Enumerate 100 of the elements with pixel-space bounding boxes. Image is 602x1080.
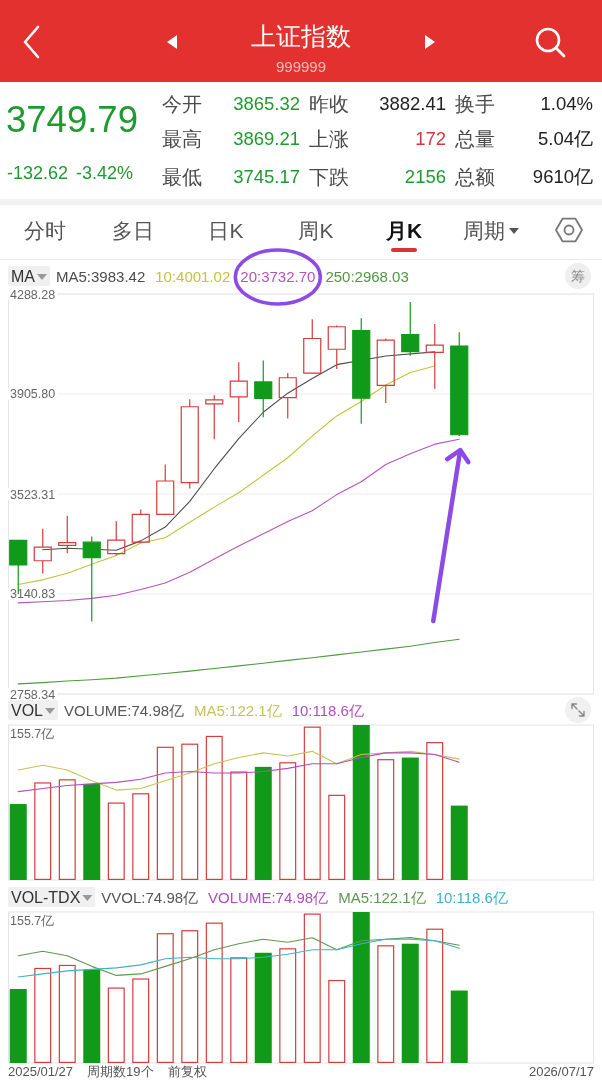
text: 3865.32 (233, 93, 300, 114)
bar (9, 989, 27, 1063)
text: 10:118.6亿 (435, 888, 508, 906)
bar (401, 943, 419, 1063)
text: 2026/07/17 (528, 1064, 594, 1079)
bar (181, 930, 199, 1063)
text: 日K (208, 219, 244, 242)
bar (328, 794, 346, 880)
text: 月K (384, 219, 423, 242)
candlestick (352, 317, 371, 425)
bar (58, 779, 76, 880)
candlestick (376, 337, 395, 404)
text: 总额 (454, 166, 495, 188)
bar (254, 766, 272, 880)
bar (450, 805, 468, 880)
bar (426, 928, 444, 1063)
text: 周期数19个 (87, 1064, 154, 1079)
candlestick (229, 361, 248, 423)
candlestick (33, 528, 52, 575)
text: MA5:122.1亿 (194, 701, 282, 719)
text: 2025/01/27 (8, 1064, 74, 1079)
text: 下跌 (309, 166, 349, 188)
legend-title: MA (11, 268, 36, 285)
text: 3745.17 (233, 166, 300, 187)
text: 换手 (455, 93, 495, 115)
legend-title: VOL (11, 702, 44, 719)
y-tick-label: 3523.31 (10, 487, 56, 502)
annotation: 155.7亿 (10, 914, 55, 928)
bar (9, 804, 27, 880)
text: 筹 (571, 268, 585, 284)
text: VOLUME:74.98亿 (64, 701, 185, 719)
text: 999999 (275, 58, 327, 75)
candlestick (303, 318, 322, 375)
bar (132, 793, 150, 880)
bar (34, 782, 52, 880)
bar (230, 957, 248, 1063)
text: 最低 (162, 166, 202, 188)
text: 3882.41 (379, 93, 446, 114)
text: 10:4001.02 (155, 267, 231, 285)
bar (83, 783, 101, 880)
text: 2156 (404, 166, 446, 187)
text: MA5:122.1亿 (338, 888, 426, 906)
bar (107, 987, 125, 1063)
candlestick (107, 520, 126, 556)
bar (279, 762, 297, 880)
bar (279, 948, 297, 1063)
text: 172 (415, 128, 446, 149)
text: 最高 (162, 128, 202, 150)
line-series (17, 638, 460, 685)
text: -132.62 (7, 163, 69, 183)
bar (181, 743, 199, 880)
legend-title: VOL-TDX (11, 889, 81, 906)
candlestick (131, 508, 150, 544)
bar (34, 967, 52, 1063)
bar (254, 952, 272, 1063)
candlestick (156, 463, 175, 516)
bar (156, 933, 174, 1063)
text: 250:2968.03 (325, 267, 409, 285)
bar (58, 964, 76, 1063)
bar (107, 802, 125, 880)
text: 1.04% (540, 93, 593, 114)
text: 分时 (24, 219, 66, 242)
bar (426, 742, 444, 880)
candlestick (82, 535, 101, 623)
text: 3749.79 (6, 99, 138, 140)
bar (205, 735, 223, 880)
text: 10:118.6亿 (291, 701, 364, 719)
text: VVOL:74.98亿 (101, 888, 199, 906)
candlestick (401, 301, 420, 357)
y-tick-label: 2758.34 (10, 687, 56, 702)
bar (230, 771, 248, 880)
text: 9610亿 (532, 166, 593, 187)
text: 周K (298, 219, 334, 242)
text: 总量 (454, 128, 495, 150)
candlestick (205, 394, 224, 440)
candlestick (58, 515, 77, 554)
bar (352, 725, 370, 880)
bar (328, 979, 346, 1063)
candlestick (180, 398, 199, 490)
y-tick-label: 3140.83 (10, 587, 56, 602)
bar (132, 978, 150, 1063)
candlestick (327, 324, 346, 370)
text: 20:3732.70 (240, 267, 316, 285)
bar (352, 912, 370, 1063)
bar (401, 757, 419, 880)
candlestick (278, 372, 297, 420)
text: VOLUME:74.98亿 (208, 888, 329, 906)
candlestick (254, 359, 273, 418)
bar (205, 922, 223, 1063)
text: 昨收 (309, 93, 349, 115)
bar (303, 913, 321, 1063)
y-tick-label: 3905.80 (10, 387, 56, 402)
text: 今开 (162, 93, 202, 115)
text: 多日 (112, 219, 154, 242)
annotation: 155.7亿 (10, 727, 55, 741)
bar (377, 945, 395, 1063)
text: 3869.21 (233, 128, 300, 149)
text: 上涨 (309, 128, 349, 150)
text: 前复权 (167, 1064, 207, 1079)
bar (156, 746, 174, 880)
